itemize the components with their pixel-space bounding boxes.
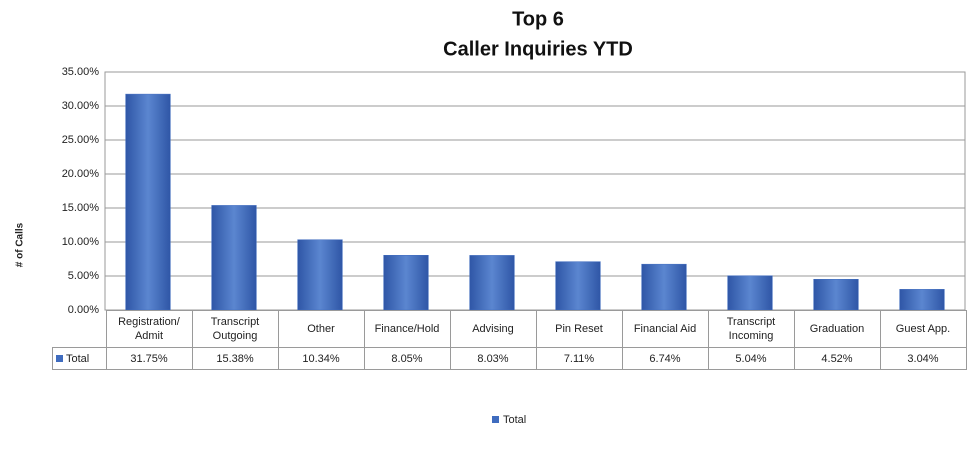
bar bbox=[727, 275, 773, 311]
legend-label: Total bbox=[66, 352, 90, 365]
y-tick-label: 15.00% bbox=[62, 202, 100, 214]
legend-key bbox=[56, 354, 63, 362]
data-table: Registration/ Admit Transcript Outgoing Ot… bbox=[52, 310, 967, 370]
chart-title: Top 6 bbox=[512, 8, 564, 30]
data-label: 15.38% bbox=[191, 347, 279, 370]
legend-label: Total bbox=[503, 414, 526, 426]
bar bbox=[383, 255, 429, 311]
x-tick-label: Pin Reset bbox=[535, 310, 623, 348]
data-label: 8.03% bbox=[449, 347, 537, 370]
value-row: Total 31.75% 15.38% 10.34% 8.05% 8.03% 7.11% 6.… bbox=[52, 347, 967, 370]
bar bbox=[813, 279, 859, 311]
bar bbox=[469, 255, 515, 311]
bar bbox=[211, 205, 257, 311]
x-tick-label: Transcript Incoming bbox=[707, 310, 795, 348]
data-label: 4.52% bbox=[793, 347, 881, 370]
x-tick-label: Finance/Hold bbox=[363, 310, 451, 348]
y-tick-label: 10.00% bbox=[62, 236, 100, 248]
data-label: 8.05% bbox=[363, 347, 451, 370]
y-tick-label: 25.00% bbox=[62, 134, 100, 146]
data-label: 31.75% bbox=[105, 347, 193, 370]
y-tick-label: 35.00% bbox=[62, 66, 100, 78]
x-tick-label: Advising bbox=[449, 310, 537, 348]
x-tick-label: Financial Aid bbox=[621, 310, 709, 348]
data-label: 7.11% bbox=[535, 347, 623, 370]
data-label: 5.04% bbox=[707, 347, 795, 370]
x-tick-label: Registration/ Admit bbox=[105, 310, 193, 348]
x-tick-label: Guest App. bbox=[879, 310, 967, 348]
bar bbox=[641, 263, 687, 311]
y-axis-label: # of Calls bbox=[15, 222, 26, 267]
legend-swatch bbox=[492, 416, 499, 423]
bar bbox=[125, 93, 171, 311]
data-label: 10.34% bbox=[277, 347, 365, 370]
y-tick-label: 20.00% bbox=[62, 168, 100, 180]
y-tick-label: 5.00% bbox=[68, 270, 99, 282]
category-row: Registration/ Admit Transcript Outgoing Ot… bbox=[53, 310, 967, 348]
y-tick-label: 30.00% bbox=[62, 100, 100, 112]
y-tick-label: 0.00% bbox=[68, 304, 99, 316]
bar bbox=[899, 289, 945, 311]
bar bbox=[297, 239, 343, 311]
table-corner bbox=[53, 311, 107, 348]
bar bbox=[555, 261, 601, 311]
x-tick-label: Transcript Outgoing bbox=[191, 310, 279, 348]
table-series-label: Total bbox=[52, 347, 107, 370]
x-tick-label: Other bbox=[277, 310, 365, 348]
x-tick-label: Graduation bbox=[793, 310, 881, 348]
data-label: 6.74% bbox=[621, 347, 709, 370]
chart-subtitle: Caller Inquiries YTD bbox=[443, 38, 633, 60]
data-label: 3.04% bbox=[879, 347, 967, 370]
